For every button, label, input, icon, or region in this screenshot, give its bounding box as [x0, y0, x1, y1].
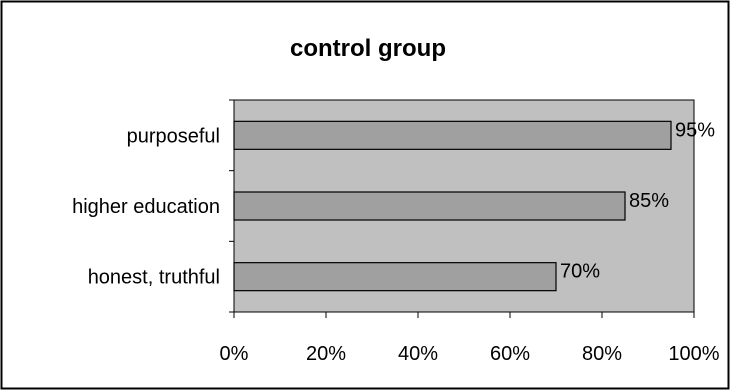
- category-label: honest, truthful: [88, 267, 220, 289]
- x-tick-label: 0%: [220, 343, 249, 365]
- x-tick-label: 40%: [398, 343, 438, 365]
- category-label: purposeful: [127, 125, 220, 147]
- x-ticks-group: 0% 20% 40% 60% 80% 100%: [220, 99, 720, 365]
- bar-1: [233, 191, 626, 221]
- data-label: 70%: [560, 261, 600, 283]
- bar-0: [233, 120, 672, 150]
- x-tick-label: 60%: [490, 343, 530, 365]
- x-tick-label: 100%: [668, 343, 719, 365]
- bar-2: [233, 262, 557, 292]
- x-tick-label: 80%: [582, 343, 622, 365]
- bars-group: purposeful 95% higher education 85% honest, …: [72, 119, 715, 292]
- data-label: 95%: [675, 119, 715, 141]
- chart-title: control group: [290, 35, 446, 62]
- x-tick-label: 20%: [306, 343, 346, 365]
- category-label: higher education: [72, 196, 220, 218]
- data-label: 85%: [629, 190, 669, 212]
